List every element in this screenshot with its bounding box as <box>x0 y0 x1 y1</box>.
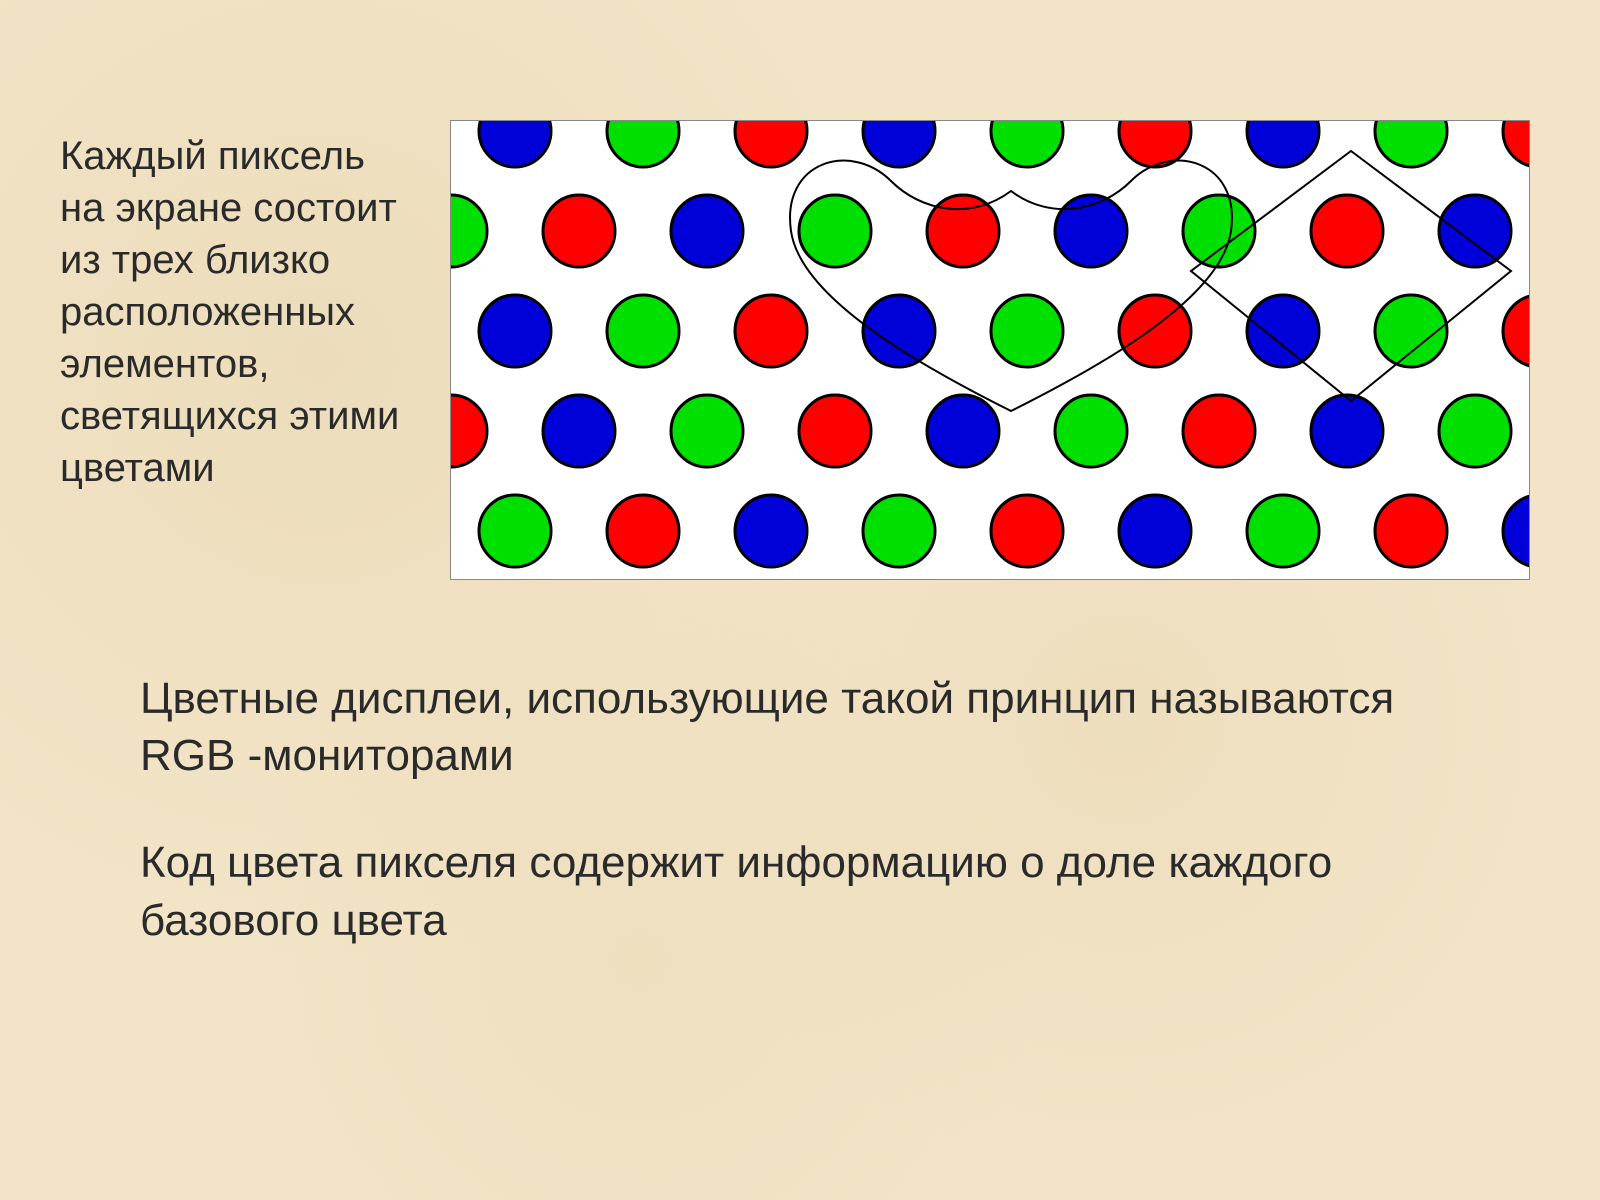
pixel-dot-r <box>1183 395 1255 467</box>
outline-diamond <box>1191 151 1511 401</box>
pixel-dot-g <box>863 495 935 567</box>
pixel-dot-b <box>543 395 615 467</box>
pixel-dot-b <box>1247 121 1319 167</box>
pixel-dot-r <box>991 495 1063 567</box>
pixel-dot-g <box>991 295 1063 367</box>
pixel-dot-b <box>479 121 551 167</box>
pixel-dot-g <box>1055 395 1127 467</box>
pixel-dot-b <box>479 295 551 367</box>
pixel-dot-r <box>451 395 487 467</box>
pixel-dot-g <box>607 295 679 367</box>
pixel-dot-b <box>1119 495 1191 567</box>
pixel-dot-g <box>799 195 871 267</box>
pixel-dot-b <box>1311 395 1383 467</box>
pixel-dot-b <box>1439 195 1511 267</box>
rgb-dots-svg <box>451 121 1530 580</box>
pixel-dot-b <box>735 495 807 567</box>
pixel-dot-b <box>671 195 743 267</box>
diagram-container <box>440 120 1540 580</box>
pixel-dot-r <box>735 121 807 167</box>
rgb-pixel-diagram <box>450 120 1530 580</box>
pixel-dot-b <box>1247 295 1319 367</box>
pixel-dot-g <box>1439 395 1511 467</box>
left-paragraph: Каждый пиксель на экране состоит из трех… <box>60 120 400 494</box>
bottom-text-block: Цветные дисплеи, использующие такой прин… <box>0 580 1600 949</box>
pixel-dot-b <box>863 121 935 167</box>
pixel-dot-g <box>607 121 679 167</box>
top-row: Каждый пиксель на экране состоит из трех… <box>0 0 1600 580</box>
pixel-dot-g <box>451 195 487 267</box>
pixel-dot-r <box>735 295 807 367</box>
pixel-dot-g <box>991 121 1063 167</box>
pixel-dot-r <box>799 395 871 467</box>
pixel-dot-r <box>1375 495 1447 567</box>
paragraph-rgb-monitors: Цветные дисплеи, использующие такой прин… <box>140 670 1460 784</box>
pixel-dot-r <box>543 195 615 267</box>
pixel-dot-r <box>607 495 679 567</box>
paragraph-pixel-code: Код цвета пикселя содержит информацию о … <box>140 834 1460 948</box>
pixel-dot-r <box>1503 121 1530 167</box>
pixel-dot-r <box>1311 195 1383 267</box>
outline-heart <box>790 161 1232 411</box>
pixel-dot-b <box>927 395 999 467</box>
pixel-dot-g <box>479 495 551 567</box>
pixel-dot-g <box>1247 495 1319 567</box>
pixel-dot-g <box>1375 121 1447 167</box>
pixel-dot-b <box>1503 495 1530 567</box>
pixel-dot-r <box>1503 295 1530 367</box>
pixel-dot-r <box>927 195 999 267</box>
pixel-dot-g <box>671 395 743 467</box>
